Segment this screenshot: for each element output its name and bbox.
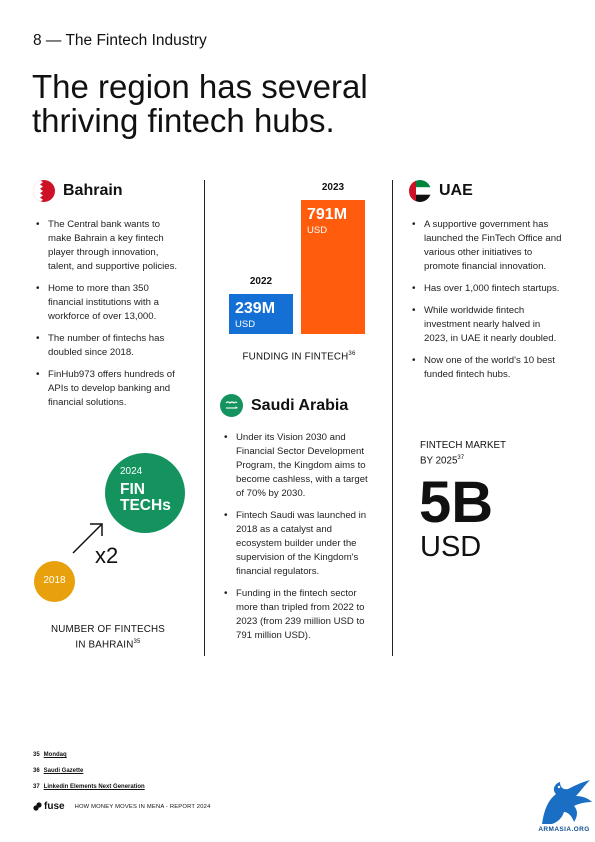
saudi-bullet-list: Under its Vision 2030 and Financial Sect… bbox=[223, 431, 375, 651]
griffin-icon bbox=[542, 780, 592, 824]
bahrain-2024-label: 2024 bbox=[120, 466, 143, 477]
uae-flag-icon bbox=[409, 180, 431, 202]
uae-title: UAE bbox=[439, 182, 473, 199]
saudi-flag-icon bbox=[220, 394, 243, 417]
chart-bar-unit: USD bbox=[307, 225, 328, 236]
fintechs-label: FIN TECHs bbox=[120, 482, 171, 514]
headline-line-2: thriving fintech hubs. bbox=[32, 102, 335, 139]
fuse-logo: fuse bbox=[33, 801, 65, 812]
footnote-source-link[interactable]: Linkedin Elements Next Generation bbox=[43, 784, 145, 790]
uae-header: UAE bbox=[409, 180, 473, 202]
footnote-source-link[interactable]: Mondaq bbox=[43, 752, 67, 758]
chart-category-label: 2022 bbox=[249, 276, 273, 287]
column-divider-right bbox=[392, 180, 393, 656]
bahrain-bullet: FinHub973 offers hundreds of APIs to dev… bbox=[35, 368, 185, 410]
footnote-number: 35 bbox=[33, 752, 40, 758]
uae-market-label: FINTECH MARKET BY 202537 bbox=[420, 440, 506, 467]
chart-bar-value: 791M bbox=[307, 206, 348, 223]
footnote-ref: 37 bbox=[457, 455, 465, 461]
chart-bar-unit: USD bbox=[235, 319, 256, 330]
uae-market-label-line-1: FINTECH MARKET bbox=[420, 440, 506, 451]
uae-bullet: Now one of the world's 10 best funded fi… bbox=[411, 354, 566, 382]
footnote-number: 36 bbox=[33, 768, 40, 774]
growth-arrow-icon bbox=[72, 523, 103, 554]
report-title: HOW MONEY MOVES IN MENA - REPORT 2024 bbox=[74, 803, 211, 810]
column-divider-left bbox=[204, 180, 205, 656]
bahrain-title: Bahrain bbox=[63, 182, 123, 199]
uae-bullet-list: A supportive government has launched the… bbox=[411, 218, 566, 390]
watermark-logo: ARMASIA.ORG bbox=[534, 780, 594, 838]
bahrain-header: Bahrain bbox=[33, 180, 123, 202]
bahrain-caption-line-2: IN BAHRAIN bbox=[75, 639, 134, 651]
funding-caption-text: FUNDING IN FINTECH bbox=[242, 351, 349, 363]
bahrain-2018-label: 2018 bbox=[43, 575, 66, 586]
footnote-36: 36 Saudi Gazette bbox=[33, 768, 83, 774]
saudi-bullet: Under its Vision 2030 and Financial Sect… bbox=[223, 431, 375, 501]
growth-multiplier: x2 bbox=[95, 543, 119, 568]
saudi-title: Saudi Arabia bbox=[251, 396, 349, 414]
chart-bar-2022: 239M USD bbox=[229, 294, 293, 334]
uae-market-value: 5B bbox=[419, 470, 494, 535]
footnote-number: 37 bbox=[33, 784, 40, 790]
footnote-ref: 35 bbox=[133, 639, 141, 645]
bahrain-caption-line-1: NUMBER OF FINTECHS bbox=[50, 624, 166, 635]
footer: fuse HOW MONEY MOVES IN MENA - REPORT 20… bbox=[33, 801, 211, 812]
funding-chart-caption: FUNDING IN FINTECH36 bbox=[214, 348, 384, 363]
bahrain-2018-circle: 2018 bbox=[34, 561, 75, 602]
watermark-text: ARMASIA.ORG bbox=[538, 826, 590, 833]
chart-bar-value: 239M bbox=[235, 300, 276, 317]
fuse-logo-text: fuse bbox=[44, 801, 65, 812]
bahrain-chart-caption: NUMBER OF FINTECHS IN BAHRAIN35 bbox=[33, 623, 183, 651]
bahrain-2024-circle: 2024 FIN TECHs bbox=[105, 453, 185, 533]
saudi-header: Saudi Arabia bbox=[220, 394, 348, 417]
chart-category-label: 2023 bbox=[321, 182, 345, 193]
saudi-bullet: Fintech Saudi was launched in 2018 as a … bbox=[223, 509, 375, 579]
saudi-bullet: Funding in the fintech sector more than … bbox=[223, 587, 375, 643]
headline-line-1: The region has several bbox=[32, 68, 368, 105]
section-label: 8 — The Fintech Industry bbox=[33, 32, 207, 49]
bahrain-flag-icon bbox=[33, 180, 55, 202]
bahrain-bullet: The number of fintechs has doubled since… bbox=[35, 332, 185, 360]
chart-bar-2023: 791M USD bbox=[301, 200, 365, 334]
bahrain-bullet-list: The Central bank wants to make Bahrain a… bbox=[35, 218, 185, 418]
fuse-logo-icon bbox=[33, 802, 42, 811]
footnote-37: 37 Linkedin Elements Next Generation bbox=[33, 784, 145, 790]
fintechs-label-line-1: FIN bbox=[120, 481, 145, 498]
uae-market-unit: USD bbox=[420, 531, 482, 563]
uae-market-label-line-2: BY 2025 bbox=[420, 455, 458, 467]
bahrain-bullet: The Central bank wants to make Bahrain a… bbox=[35, 218, 185, 274]
uae-bullet: A supportive government has launched the… bbox=[411, 218, 566, 274]
uae-bullet: While worldwide fintech investment nearl… bbox=[411, 304, 566, 346]
funding-chart: 2022 2023 239M USD 791M USD bbox=[229, 178, 365, 334]
bahrain-bullet: Home to more than 350 financial institut… bbox=[35, 282, 185, 324]
footnote-source-link[interactable]: Saudi Gazette bbox=[43, 768, 84, 774]
uae-bullet: Has over 1,000 fintech startups. bbox=[411, 282, 566, 296]
page-headline: The region has several thriving fintech … bbox=[32, 70, 452, 138]
fintechs-label-line-2: TECHs bbox=[120, 497, 171, 514]
footnote-ref: 36 bbox=[348, 351, 356, 357]
footnote-35: 35 Mondaq bbox=[33, 752, 67, 758]
